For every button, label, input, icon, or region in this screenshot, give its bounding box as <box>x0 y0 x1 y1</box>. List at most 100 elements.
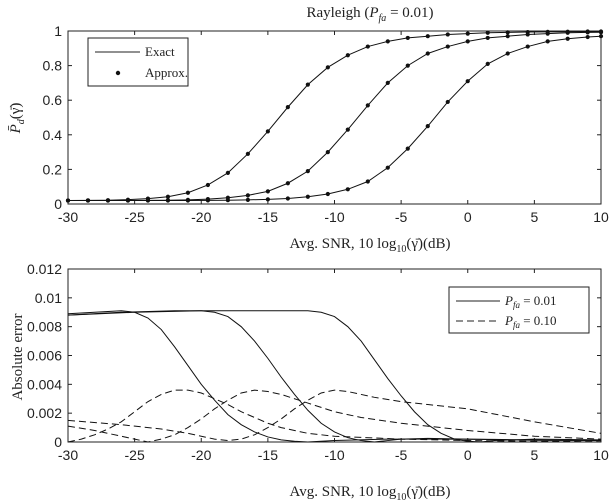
approx-point <box>445 44 450 49</box>
bottom-y-axis-label: Absolute error <box>10 313 26 400</box>
approx-point <box>465 39 470 44</box>
top-legend-box <box>87 37 189 87</box>
approx-point <box>385 165 390 170</box>
top-x-tick-label: -20 <box>191 209 211 225</box>
approx-point <box>185 190 191 195</box>
approx-point <box>545 39 550 44</box>
approx-point <box>485 35 490 41</box>
approx-point <box>185 198 191 203</box>
approx-point <box>245 193 250 198</box>
error-curve-dashed-4 <box>67 389 602 443</box>
bottom-y-tick-label: 0.002 <box>27 405 62 421</box>
approx-point <box>305 82 310 87</box>
approx-point <box>445 99 450 105</box>
approx-point <box>225 170 230 175</box>
top-legend: Exact Approx. <box>87 37 189 87</box>
legend-exact-label: Exact <box>145 44 175 59</box>
approx-point <box>405 63 410 68</box>
approx-point <box>345 127 350 132</box>
approx-point <box>125 198 131 203</box>
approx-point <box>598 30 604 35</box>
approx-point <box>585 34 590 40</box>
top-plot-area: -30 -25 -20 -15 -10 -5 0 5 10 0 0.2 0.4 0.6 0.8 1 <box>43 23 609 225</box>
bottom-x-tick-label: 10 <box>593 447 609 463</box>
top-chart-title: Rayleigh (Pfa = 0.01) <box>306 5 433 24</box>
top-x-tick-label: -10 <box>324 209 344 225</box>
exact-curve-3 <box>68 35 602 202</box>
approx-point <box>565 36 570 41</box>
approx-point <box>145 198 151 203</box>
approx-point <box>485 30 490 35</box>
bottom-x-axis-label: Avg. SNR, 10 log10(γ̄)(dB) <box>290 484 451 501</box>
exact-curve-1 <box>67 31 601 202</box>
bottom-y-tick-label: 0.004 <box>27 376 62 392</box>
approx-point <box>105 198 111 203</box>
approx-point <box>165 194 171 199</box>
approx-point <box>265 129 270 134</box>
approx-point <box>365 44 370 49</box>
approx-point <box>345 53 350 58</box>
top-y-tick-label: 0.8 <box>43 58 63 74</box>
legend-pfa-001-label: Pfa = 0.01 <box>504 293 557 310</box>
top-x-tick-label: 5 <box>530 209 538 225</box>
approx-point <box>598 34 604 39</box>
bottom-chart: -30 -25 -20 -15 -10 -5 0 5 10 0 0.002 0.004 0.006 0.0… <box>10 261 609 501</box>
top-x-tick-label: 0 <box>464 209 472 225</box>
bottom-x-tick-label: -30 <box>58 447 78 463</box>
bottom-x-tick-label: -5 <box>395 447 408 463</box>
approx-point <box>85 198 91 203</box>
approx-point <box>565 30 570 35</box>
approx-point <box>165 198 171 203</box>
approx-point <box>285 105 290 110</box>
approx-point <box>365 103 370 108</box>
approx-point <box>385 39 390 44</box>
bottom-plot-area: -30 -25 -20 -15 -10 -5 0 5 10 0 0.002 0.004 0.006 0.0… <box>27 261 609 463</box>
error-curve-dashed-5 <box>67 389 602 443</box>
approx-point <box>505 34 510 39</box>
approx-point <box>425 51 430 56</box>
bottom-x-tick-label: 0 <box>464 447 472 463</box>
bottom-x-tick-label: -15 <box>258 447 278 463</box>
approx-point <box>505 30 510 35</box>
approx-point <box>445 32 450 37</box>
error-curve-dashed-6 <box>67 389 602 442</box>
bottom-x-tick-label: 5 <box>530 447 538 463</box>
approx-point <box>525 44 530 49</box>
approx-point <box>385 80 390 85</box>
approx-point <box>265 197 270 202</box>
approx-point <box>305 169 310 174</box>
bottom-legend: Pfa = 0.01 Pfa = 0.10 <box>448 286 590 334</box>
top-x-tick-label: -15 <box>258 209 278 225</box>
bottom-y-tick-label: 0.01 <box>35 290 62 306</box>
top-y-axis-label: P̄d(γ̄) <box>8 103 27 135</box>
approx-point <box>545 31 550 36</box>
approx-point <box>525 32 530 37</box>
approx-point <box>325 191 330 197</box>
approx-point <box>325 150 330 155</box>
top-x-tick-label: -25 <box>125 209 145 225</box>
bottom-legend-box <box>448 286 590 334</box>
top-y-tick-label: 0.2 <box>43 161 63 177</box>
approx-point <box>405 146 410 151</box>
top-y-tick-label: 1 <box>54 23 62 39</box>
approx-point <box>305 194 310 199</box>
top-x-tick-label: 10 <box>593 209 609 225</box>
approx-point <box>225 198 230 203</box>
approx-point <box>425 124 430 129</box>
approx-point <box>485 61 490 66</box>
top-x-tick-label: -5 <box>395 209 408 225</box>
approx-point <box>345 187 350 192</box>
approx-point <box>405 35 410 41</box>
top-chart: Rayleigh (Pfa = 0.01) -30 -25 -20 -15 -10 -5 0… <box>8 5 609 255</box>
top-y-tick-label: 0 <box>54 196 62 212</box>
legend-approx-label: Approx. <box>145 65 188 80</box>
legend-pfa-010-label: Pfa = 0.10 <box>504 313 557 330</box>
approx-point <box>285 181 290 186</box>
bottom-y-tick-label: 0.012 <box>27 261 62 277</box>
legend-dot-swatch <box>115 70 121 76</box>
approx-point <box>205 198 211 203</box>
bottom-y-tick-label: 0.006 <box>27 348 62 364</box>
approx-point <box>65 198 71 203</box>
approx-point <box>265 189 270 194</box>
